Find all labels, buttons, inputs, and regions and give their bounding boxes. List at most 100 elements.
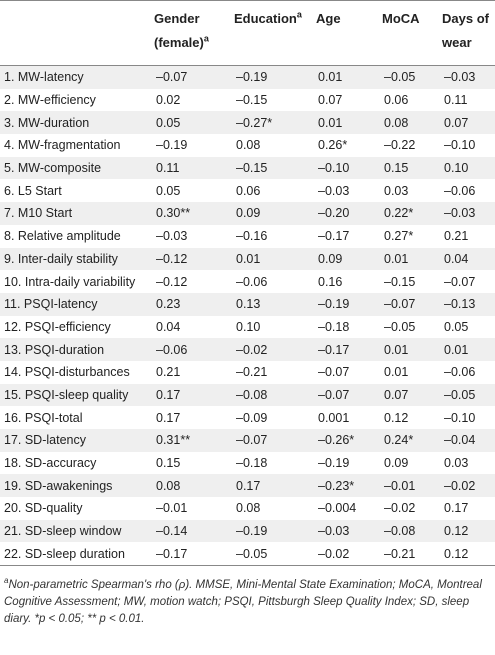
cell-value: 0.23 <box>156 297 181 312</box>
cell-value: 0.01 <box>384 342 409 357</box>
cell-value: –0.02 <box>444 478 476 493</box>
cell-value: 0.12 <box>444 524 469 539</box>
cell-value: 0.07 <box>444 115 469 130</box>
table-row: 9. Inter-daily stability –0.12 0.01 0.09 0.0… <box>0 247 495 271</box>
cell-value: –0.12 <box>156 274 188 289</box>
cell-value: –0.08 <box>236 387 268 402</box>
cell-value: –0.08 <box>384 524 416 539</box>
row-label: 4. MW-fragmentation <box>4 138 121 153</box>
header-label: MoCA <box>382 11 420 26</box>
column-header: MoCA <box>378 1 438 66</box>
cell-value: –0.18 <box>318 319 350 334</box>
cell-value: –0.16 <box>236 229 268 244</box>
cell-value: –0.05 <box>444 387 476 402</box>
cell-value: 0.09 <box>384 456 409 471</box>
table-row: 8. Relative amplitude –0.03 –0.16 –0.17 0.27… <box>0 225 495 248</box>
cell-value: 0.13 <box>236 297 261 312</box>
column-header: Age <box>312 1 378 66</box>
cell-value: –0.10 <box>318 161 350 176</box>
cell-value: –0.13 <box>444 297 476 312</box>
cell-value: 0.08 <box>236 501 261 516</box>
row-label: 20. SD-quality <box>4 501 83 516</box>
correlation-table: Gender (female)a Educationa Age MoCA Days of… <box>0 0 495 566</box>
table-row: 16. PSQI-total 0.17 –0.09 0.001 0.12 –0.10 <box>0 406 495 429</box>
table-row: 5. MW-composite 0.11 –0.15 –0.10 0.15 0.10 <box>0 156 495 180</box>
cell-value: 0.01 <box>384 251 409 266</box>
cell-value: 0.01 <box>236 251 261 266</box>
cell-value: –0.20 <box>318 206 350 221</box>
cell-value: –0.07 <box>156 70 188 85</box>
cell-value: 0.01 <box>318 115 343 130</box>
cell-value: –0.18 <box>236 456 268 471</box>
column-header <box>0 1 150 66</box>
cell-value: 0.11 <box>156 161 180 176</box>
cell-value: –0.03 <box>318 524 350 539</box>
cell-value: –0.12 <box>156 251 188 266</box>
table-row: 6. L5 Start 0.05 0.06 –0.03 0.03 –0.06 <box>0 179 495 202</box>
cell-value: 0.07 <box>384 387 409 402</box>
row-label: 3. MW-duration <box>4 115 90 130</box>
column-header: Educationa <box>230 1 312 66</box>
cell-value: –0.15 <box>236 161 268 176</box>
table-row: 21. SD-sleep window –0.14 –0.19 –0.03 –0.08 0… <box>0 519 495 543</box>
cell-value: 0.07 <box>318 93 343 108</box>
cell-value: 0.04 <box>444 251 469 266</box>
table-row: 13. PSQI-duration –0.06 –0.02 –0.17 0.01 0.01 <box>0 338 495 361</box>
cell-value: –0.19 <box>236 524 268 539</box>
cell-value: 0.27* <box>384 229 414 244</box>
cell-value: 0.04 <box>156 319 181 334</box>
cell-value: –0.02 <box>318 546 350 561</box>
header-label: Days of wear <box>442 11 489 50</box>
cell-value: –0.10 <box>444 410 476 425</box>
cell-value: –0.07 <box>384 297 416 312</box>
cell-value: –0.05 <box>236 546 268 561</box>
row-label: 6. L5 Start <box>4 183 62 198</box>
column-header: Days of wear <box>438 1 495 66</box>
table-row: 17. SD-latency 0.31** –0.07 –0.26* 0.24* –0.0… <box>0 429 495 452</box>
cell-value: 0.09 <box>236 206 261 221</box>
table-row: 4. MW-fragmentation –0.19 0.08 0.26* –0.22 –0… <box>0 134 495 157</box>
header-label: Gender (female) <box>154 11 204 50</box>
cell-value: –0.01 <box>156 501 188 516</box>
row-label: 22. SD-sleep duration <box>4 546 125 561</box>
cell-value: –0.06 <box>444 365 476 380</box>
cell-value: 0.10 <box>236 319 261 334</box>
table-row: 11. PSQI-latency 0.23 0.13 –0.19 –0.07 –0.13 <box>0 292 495 316</box>
cell-value: 0.15 <box>156 456 181 471</box>
cell-value: –0.06 <box>156 342 188 357</box>
cell-value: –0.07 <box>236 433 268 448</box>
cell-value: –0.15 <box>236 93 268 108</box>
table-row: 22. SD-sleep duration –0.17 –0.05 –0.02 –0.2… <box>0 542 495 566</box>
row-label: 1. MW-latency <box>4 70 84 85</box>
cell-value: –0.21 <box>236 365 268 380</box>
table-row: 7. M10 Start 0.30** 0.09 –0.20 0.22* –0.03 <box>0 202 495 225</box>
cell-value: –0.19 <box>318 297 350 312</box>
cell-value: 0.17 <box>444 501 469 516</box>
cell-value: –0.03 <box>318 183 350 198</box>
cell-value: 0.02 <box>156 93 181 108</box>
footnote-marker: a <box>4 576 9 586</box>
table-row: 18. SD-accuracy 0.15 –0.18 –0.19 0.09 0.03 <box>0 452 495 475</box>
column-header: Gender (female)a <box>150 1 230 66</box>
cell-value: 0.08 <box>156 478 181 493</box>
table-row: 10. Intra-daily variability –0.12 –0.06 0.1… <box>0 270 495 293</box>
header-label: Education <box>234 11 297 26</box>
cell-value: 0.12 <box>384 410 409 425</box>
cell-value: –0.06 <box>444 183 476 198</box>
header-superscript: a <box>296 9 302 20</box>
cell-value: –0.19 <box>156 138 188 153</box>
cell-value: –0.22 <box>384 138 416 153</box>
cell-value: –0.06 <box>236 274 268 289</box>
table-row: 2. MW-efficiency 0.02 –0.15 0.07 0.06 0.11 <box>0 89 495 112</box>
cell-value: –0.03 <box>444 70 476 85</box>
row-label: 10. Intra-daily variability <box>4 274 136 289</box>
table-row: 14. PSQI-disturbances 0.21 –0.21 –0.07 0.01 –… <box>0 361 495 384</box>
cell-value: 0.17 <box>156 387 181 402</box>
cell-value: –0.05 <box>384 319 416 334</box>
cell-value: –0.15 <box>384 274 416 289</box>
row-label: 19. SD-awakenings <box>4 478 113 493</box>
footnote: aNon-parametric Spearman's rho (ρ). MMSE… <box>0 566 495 628</box>
cell-value: –0.17 <box>318 342 350 357</box>
cell-value: –0.02 <box>236 342 268 357</box>
header-row: Gender (female)a Educationa Age MoCA Days of… <box>0 0 495 66</box>
